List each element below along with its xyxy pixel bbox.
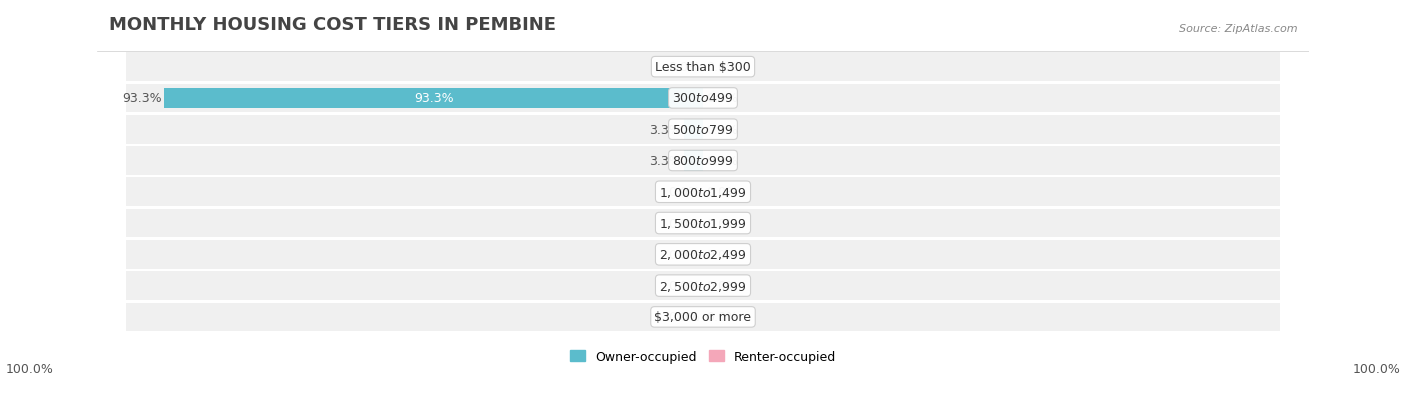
Text: $800 to $999: $800 to $999 — [672, 154, 734, 168]
Text: 0.0%: 0.0% — [706, 280, 738, 292]
Text: 0.0%: 0.0% — [668, 248, 700, 261]
Text: $2,500 to $2,999: $2,500 to $2,999 — [659, 279, 747, 293]
Text: 0.0%: 0.0% — [706, 217, 738, 230]
Text: 0.0%: 0.0% — [706, 248, 738, 261]
Bar — [125, 209, 1281, 238]
Text: $3,000 or more: $3,000 or more — [655, 311, 751, 324]
Text: 93.3%: 93.3% — [413, 92, 454, 105]
Text: 0.0%: 0.0% — [706, 92, 738, 105]
Legend: Owner-occupied, Renter-occupied: Owner-occupied, Renter-occupied — [565, 345, 841, 368]
Text: $300 to $499: $300 to $499 — [672, 92, 734, 105]
Text: 0.0%: 0.0% — [706, 154, 738, 168]
Text: 93.3%: 93.3% — [122, 92, 162, 105]
Text: Source: ZipAtlas.com: Source: ZipAtlas.com — [1178, 24, 1298, 34]
Bar — [125, 303, 1281, 332]
Text: 0.0%: 0.0% — [706, 123, 738, 136]
Text: $500 to $799: $500 to $799 — [672, 123, 734, 136]
Text: $1,500 to $1,999: $1,500 to $1,999 — [659, 216, 747, 230]
Bar — [683, 120, 703, 140]
Text: Less than $300: Less than $300 — [655, 61, 751, 74]
Text: 0.0%: 0.0% — [706, 311, 738, 324]
Text: 0.0%: 0.0% — [668, 186, 700, 199]
Text: 0.0%: 0.0% — [668, 280, 700, 292]
Text: 100.0%: 100.0% — [1353, 363, 1400, 375]
Bar — [125, 272, 1281, 300]
Text: 0.0%: 0.0% — [706, 61, 738, 74]
Bar — [125, 84, 1281, 113]
Text: $2,000 to $2,499: $2,000 to $2,499 — [659, 248, 747, 262]
Text: 0.0%: 0.0% — [668, 217, 700, 230]
Text: 3.3%: 3.3% — [650, 123, 681, 136]
Bar — [165, 88, 703, 109]
Text: $1,000 to $1,499: $1,000 to $1,499 — [659, 185, 747, 199]
Text: 100.0%: 100.0% — [6, 363, 53, 375]
Bar — [125, 178, 1281, 206]
Bar — [683, 151, 703, 171]
Text: 0.0%: 0.0% — [706, 186, 738, 199]
Text: 0.0%: 0.0% — [668, 311, 700, 324]
Text: MONTHLY HOUSING COST TIERS IN PEMBINE: MONTHLY HOUSING COST TIERS IN PEMBINE — [108, 16, 555, 34]
Text: 0.0%: 0.0% — [668, 61, 700, 74]
Bar — [125, 53, 1281, 82]
Bar — [125, 240, 1281, 269]
Bar — [125, 147, 1281, 176]
Bar — [125, 116, 1281, 144]
Text: 3.3%: 3.3% — [650, 154, 681, 168]
